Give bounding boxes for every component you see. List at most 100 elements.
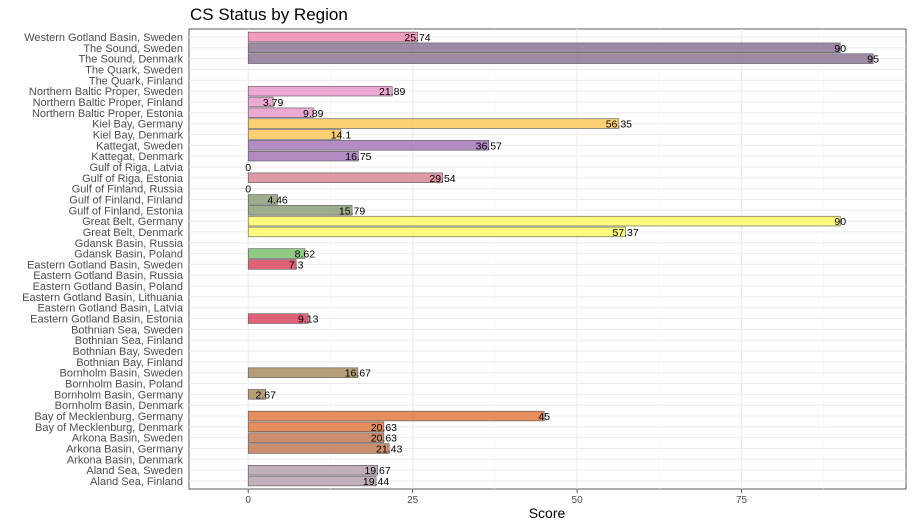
data-label: 20.63 [371, 422, 397, 434]
category-label: Gulf of Finland, Estonia [69, 205, 184, 217]
category-label: Gulf of Riga, Latvia [89, 162, 183, 174]
category-label: Bay of Mecklenburg, Denmark [35, 422, 183, 434]
category-label: Great Belt, Denmark [83, 227, 184, 239]
data-label: 56.35 [606, 119, 632, 131]
category-label: Bornholm Basin, Denmark [55, 400, 184, 412]
x-axis-ticks: 0 25 50 75 [245, 489, 748, 506]
data-label: 4.46 [267, 194, 288, 206]
x-tick-label: 0 [245, 495, 251, 506]
data-label: 8.62 [295, 249, 316, 261]
bar [247, 389, 267, 400]
x-axis-title: Score [529, 505, 566, 521]
data-label: 90 [834, 43, 846, 55]
category-label: Eastern Gotland Basin, Sweden [27, 259, 183, 271]
bar [247, 313, 309, 324]
data-label: 15.79 [339, 205, 365, 217]
bar [247, 215, 841, 227]
category-label: Eastern Gotland Basin, Latvia [37, 303, 183, 315]
category-label: Bothnian Sea, Finland [75, 335, 183, 347]
bar [247, 118, 620, 129]
x-tick-label: 25 [407, 495, 419, 506]
category-label: Gdansk Basin, Russia [75, 238, 184, 250]
bar [247, 140, 490, 151]
data-label: 16.75 [345, 151, 371, 163]
category-label: Kiel Bay, Denmark [93, 129, 184, 141]
chart-title: CS Status by Region [190, 5, 348, 24]
category-label: Gulf of Finland, Finland [69, 194, 183, 206]
data-label: 3.79 [263, 97, 284, 109]
category-label: The Sound, Sweden [83, 43, 183, 55]
bar [247, 172, 443, 183]
category-label: Aland Sea, Finland [90, 476, 183, 488]
bar [247, 226, 626, 238]
category-label: Arkona Basin, Sweden [72, 433, 183, 445]
category-label: Arkona Basin, Germany [66, 444, 183, 456]
category-label: Kattegat, Denmark [91, 151, 183, 163]
data-label: 20.63 [371, 433, 397, 445]
category-label: Western Gotland Basin, Sweden [24, 32, 183, 44]
category-label: Bothnian Sea, Sweden [71, 324, 183, 336]
category-label: The Quark, Sweden [85, 64, 183, 76]
bar [247, 259, 297, 270]
x-tick-label: 50 [572, 495, 584, 506]
data-label: 2.67 [256, 389, 277, 401]
category-label: Bornholm Basin, Sweden [59, 368, 183, 380]
data-label: 25.74 [404, 32, 430, 44]
category-label: Eastern Gotland Basin, Lithuania [22, 292, 184, 304]
data-label: 14.1 [331, 129, 352, 141]
data-labels: 25.74 90 95 21.89 3.79 9.89 56.35 14.1 36.57 16.7… [245, 32, 879, 488]
data-label: 9.13 [298, 314, 319, 326]
category-label: Eastern Gotland Basin, Poland [33, 281, 183, 293]
data-label: 19.44 [363, 476, 389, 488]
data-label: 16.67 [345, 368, 371, 380]
data-label: 21.89 [379, 86, 405, 98]
bar [247, 42, 841, 54]
bar [247, 410, 545, 422]
bar [247, 367, 359, 378]
data-label: 95 [867, 54, 879, 66]
bar [247, 443, 390, 454]
category-label: Bornholm Basin, Germany [54, 389, 183, 401]
x-tick-label: 75 [736, 495, 748, 506]
category-label: Bothnian Bay, Sweden [73, 346, 183, 358]
bar [247, 194, 278, 205]
bar [247, 248, 306, 259]
category-label: The Quark, Finland [89, 75, 183, 87]
data-label: 45 [538, 411, 550, 423]
category-label: The Sound, Denmark [78, 54, 183, 66]
bar [247, 129, 342, 140]
data-label: 36.57 [476, 140, 502, 152]
data-label: 19.67 [364, 465, 390, 477]
category-label: Gulf of Finland, Russia [72, 184, 184, 196]
data-label: 29.54 [429, 173, 455, 185]
data-label: 0 [245, 162, 251, 174]
bar [247, 85, 393, 97]
data-label: 9.89 [303, 108, 324, 120]
bar [247, 107, 314, 118]
bar [247, 96, 274, 108]
category-label: Northern Baltic Proper, Estonia [32, 108, 184, 120]
bar [247, 475, 377, 487]
data-label: 90 [834, 216, 846, 228]
category-label: Eastern Gotland Basin, Russia [33, 270, 184, 282]
bar [247, 31, 418, 43]
category-label: Bay of Mecklenburg, Germany [34, 411, 183, 423]
data-label: 0 [245, 184, 251, 196]
bar [247, 53, 874, 64]
bar [247, 432, 385, 443]
category-label: Northern Baltic Proper, Finland [33, 97, 183, 109]
data-label: 7.3 [289, 259, 304, 271]
category-label: Gdansk Basin, Poland [74, 249, 183, 261]
category-label: Bornholm Basin, Poland [65, 379, 183, 391]
category-label: Aland Sea, Sweden [86, 465, 183, 477]
category-label: Kiel Bay, Germany [92, 119, 183, 131]
bars [247, 31, 874, 487]
bar [247, 205, 353, 216]
category-label: Eastern Gotland Basin, Estonia [30, 314, 184, 326]
category-label: Kattegat, Sweden [96, 140, 183, 152]
data-label: 57.37 [612, 227, 638, 239]
category-label: Arkona Basin, Denmark [67, 454, 184, 466]
bar [247, 464, 378, 476]
